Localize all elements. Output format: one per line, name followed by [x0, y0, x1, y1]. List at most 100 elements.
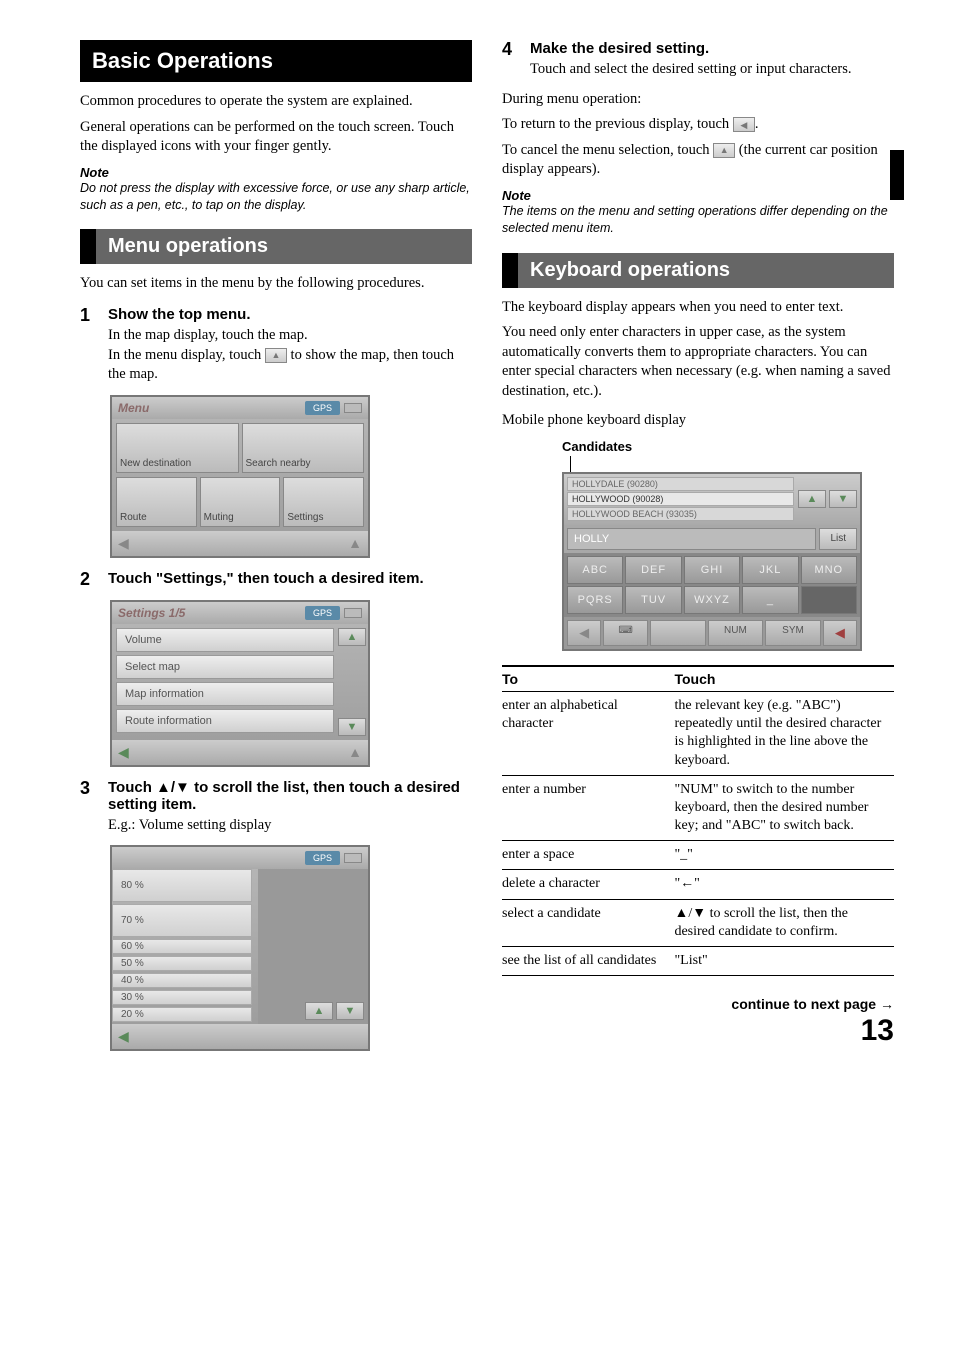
ss-vol-40: 40 %: [112, 973, 252, 988]
ss-new-destination: New destination: [116, 423, 239, 473]
volume-screenshot: GPS 80 % 70 % 60 % 50 % 40 % 30 % 20: [110, 845, 472, 1051]
step-3: 3 Touch ▲/▼ to scroll the list, then tou…: [80, 779, 472, 836]
table-row: see the list of all candidates "List": [502, 947, 894, 976]
keyboard-screenshot: Candidates HOLLYDALE (90280) HOLLYWOOD (…: [562, 439, 894, 651]
candidates-label: Candidates: [562, 439, 894, 454]
kb-back-icon: ◀: [567, 620, 601, 646]
kb-keyboard-icon: ⌨: [603, 620, 648, 646]
page-columns: Basic Operations Common procedures to op…: [80, 40, 894, 1061]
menu-ops-intro: You can set items in the menu by the fol…: [80, 274, 472, 294]
ss-vol-60: 60 %: [112, 939, 252, 954]
step-1-line1: In the map display, touch the map.: [108, 326, 472, 346]
step-1-num: 1: [80, 306, 98, 385]
updown-triangles: ▲/▼: [156, 779, 190, 796]
kb-cand-2: HOLLYWOOD BEACH (93035): [567, 507, 794, 521]
kb-blank-btn: [650, 620, 706, 646]
cell-touch-2: "_": [674, 841, 894, 870]
kb-input: HOLLY: [567, 528, 816, 550]
menu-screenshot: Menu GPS New destination Search nearby R…: [110, 395, 472, 558]
return-line: To return to the previous display, touch…: [502, 115, 894, 135]
note-label-2: Note: [502, 188, 894, 203]
cell-to-0: enter an alphabetical character: [502, 691, 674, 775]
kb-key-tuv: TUV: [625, 586, 681, 614]
table-row: select a candidate ▲/▼ to scroll the lis…: [502, 899, 894, 946]
back-arrow-icon-2: ◀: [118, 744, 129, 761]
cell-touch-4: ▲/▼ to scroll the list, then the desired…: [674, 899, 894, 946]
ss-vol-20: 20 %: [112, 1007, 252, 1022]
ss-item-selectmap: Select map: [116, 655, 334, 679]
step-3-num: 3: [80, 779, 98, 836]
ss-settings-title: Settings 1/5: [118, 606, 185, 620]
kb-subtitle: Mobile phone keyboard display: [502, 411, 894, 431]
kb-key-abc: ABC: [567, 556, 623, 584]
note-text: Do not press the display with excessive …: [80, 180, 472, 214]
home-inline-icon: ▲: [713, 143, 735, 158]
table-row: enter an alphabetical character the rele…: [502, 691, 894, 775]
th-to: To: [502, 666, 674, 692]
home-arrow-icon-2: ▲: [348, 744, 362, 761]
kb-key-blank: [801, 586, 857, 614]
return-a: To return to the previous display, touch: [502, 116, 733, 132]
step-4: 4 Make the desired setting. Touch and se…: [502, 40, 894, 80]
ss-route: Route: [116, 477, 197, 527]
ss-vol-70: 70 %: [112, 904, 252, 937]
kb-key-def: DEF: [625, 556, 681, 584]
cell-to-3: delete a character: [502, 870, 674, 899]
right-column: 4 Make the desired setting. Touch and se…: [502, 40, 894, 1061]
table-row: delete a character "←": [502, 870, 894, 899]
kb-p1: The keyboard display appears when you ne…: [502, 298, 894, 318]
step-3-desc: E.g.: Volume setting display: [108, 816, 472, 836]
kb-p2: You need only enter characters in upper …: [502, 323, 894, 401]
page-number: 13: [502, 1014, 894, 1048]
kb-header: Keyboard operations: [502, 253, 894, 288]
return-b: .: [755, 116, 759, 132]
table-row: enter a space "_": [502, 841, 894, 870]
back-inline-icon: ◀: [733, 117, 755, 132]
kb-delete-icon: ◀: [823, 620, 857, 646]
kb-key-jkl: JKL: [742, 556, 798, 584]
cell-to-4: select a candidate: [502, 899, 674, 946]
main-header: Basic Operations: [80, 40, 472, 82]
cancel-a: To cancel the menu selection, touch: [502, 142, 713, 158]
cell-to-1: enter a number: [502, 775, 674, 841]
ss-item-mapinfo: Map information: [116, 682, 334, 706]
back-arrow-icon-3: ◀: [118, 1028, 129, 1045]
ss-settings: Settings: [283, 477, 364, 527]
continue-text: continue to next page →: [502, 996, 894, 1012]
gps-badge: GPS: [305, 401, 340, 415]
ss-item-routeinfo: Route information: [116, 709, 334, 733]
step-2-num: 2: [80, 570, 98, 590]
step-3-title: Touch ▲/▼ to scroll the list, then touch…: [108, 779, 472, 813]
cell-touch-1: "NUM" to switch to the number keyboard, …: [674, 775, 894, 841]
kb-scroll-down-icon: ▼: [829, 490, 857, 508]
kb-sym-btn: SYM: [765, 620, 821, 646]
table-row: enter a number "NUM" to switch to the nu…: [502, 775, 894, 841]
kb-key-space: _: [742, 586, 798, 614]
during-label: During menu operation:: [502, 90, 894, 110]
kb-key-ghi: GHI: [684, 556, 740, 584]
home-arrow-icon: ▲: [348, 535, 362, 552]
home-icon: ▲: [265, 348, 287, 363]
side-tab: [890, 150, 904, 200]
scroll-down-icon: ▼: [338, 718, 366, 736]
note-label: Note: [80, 165, 472, 180]
gps-badge-3: GPS: [305, 851, 340, 865]
ss-muting: Muting: [200, 477, 281, 527]
ss-vol-80: 80 %: [112, 869, 252, 902]
action-table: To Touch enter an alphabetical character…: [502, 665, 894, 976]
note-text-2: The items on the menu and setting operat…: [502, 203, 894, 237]
step-2: 2 Touch "Settings," then touch a desired…: [80, 570, 472, 590]
kb-key-mno: MNO: [801, 556, 857, 584]
step-4-num: 4: [502, 40, 520, 80]
back-arrow-icon: ◀: [118, 535, 129, 552]
ss-vol-50: 50 %: [112, 956, 252, 971]
cell-touch-3: "←": [674, 870, 894, 899]
cell-to-5: see the list of all candidates: [502, 947, 674, 976]
ss-search-nearby: Search nearby: [242, 423, 365, 473]
ss-item-volume: Volume: [116, 628, 334, 652]
kb-list-btn: List: [819, 528, 857, 550]
kb-cand-1: HOLLYWOOD (90028): [567, 492, 794, 506]
scroll-up-icon: ▲: [338, 628, 366, 646]
menu-ops-header: Menu operations: [80, 229, 472, 264]
battery-icon-2: [344, 608, 362, 618]
